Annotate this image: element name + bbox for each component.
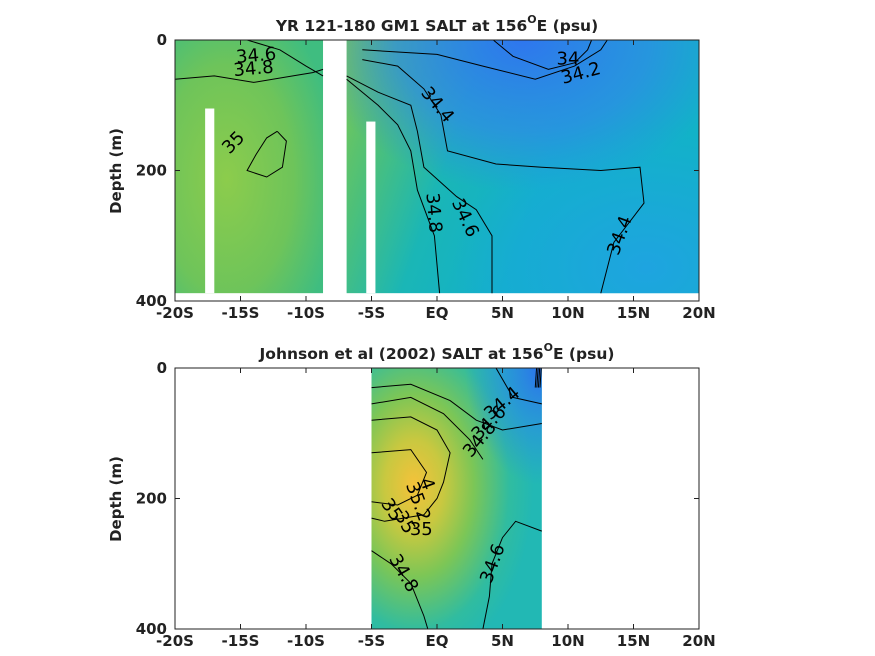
- x-tick-label: -15S: [222, 632, 260, 650]
- contour-line: [362, 39, 608, 80]
- y-tick-labels: 0 200 400: [136, 359, 699, 638]
- contour-line: [537, 367, 541, 388]
- contour-lines: [174, 39, 645, 294]
- chart-panel-bottom: Johnson et al (2002) SALT at 156OE (psu)…: [107, 341, 716, 650]
- x-tick-label: EQ: [426, 304, 449, 322]
- contour-label: 34.8: [233, 57, 275, 81]
- contour-line: [371, 550, 429, 630]
- y-tick-label: 400: [136, 620, 167, 638]
- x-tick-labels: -20S -15S -10S -5S EQ 5N 10N 15N 20N: [156, 368, 716, 650]
- contour-line: [536, 367, 539, 388]
- x-tick-label: -5S: [358, 304, 385, 322]
- contour-label: 35: [410, 519, 433, 540]
- field-shading: [371, 368, 542, 629]
- masked-strip: [366, 121, 376, 294]
- contour-line: [492, 39, 593, 70]
- contour-line: [346, 75, 493, 294]
- chart-title: YR 121-180 GM1 SALT at 156OE (psu): [275, 13, 598, 35]
- x-tick-label: 20N: [682, 632, 715, 650]
- y-axis-label: Depth (m): [107, 456, 125, 542]
- contour-line: [371, 396, 484, 460]
- contour-line: [371, 449, 428, 506]
- x-tick-label: 5N: [491, 304, 514, 322]
- x-tick-label: 10N: [551, 632, 584, 650]
- contour-lines: [371, 367, 542, 630]
- contour-line: [371, 383, 542, 431]
- contour-line: [539, 367, 542, 388]
- x-tick-label: -15S: [222, 304, 260, 322]
- contour-label: 34.8: [421, 192, 445, 234]
- salinity-field: [371, 368, 542, 629]
- contour-line: [362, 59, 645, 294]
- contour-line: [246, 130, 287, 178]
- x-tick-label: 10N: [551, 304, 584, 322]
- x-tick-label: -20S: [156, 304, 194, 322]
- y-tick-label: 200: [136, 162, 167, 180]
- x-tick-label: 20N: [682, 304, 715, 322]
- x-tick-label: -10S: [287, 304, 325, 322]
- chart-panel-top: YR 121-180 GM1 SALT at 156OE (psu) 34.63…: [107, 13, 716, 322]
- chart-title: Johnson et al (2002) SALT at 156OE (psu): [259, 341, 615, 363]
- x-tick-label: 5N: [491, 632, 514, 650]
- contour-line: [534, 367, 538, 388]
- y-tick-label: 200: [136, 490, 167, 508]
- contour-line: [246, 39, 324, 77]
- x-tick-label: -20S: [156, 632, 194, 650]
- y-tick-labels: 0 200 400: [136, 31, 699, 310]
- x-tick-label: -5S: [358, 632, 385, 650]
- contour-line: [495, 367, 542, 405]
- y-tick-label: 0: [157, 31, 167, 49]
- field-shading: [346, 40, 699, 294]
- contour-label: 34: [557, 49, 580, 70]
- contour-line: [482, 520, 542, 630]
- x-tick-label: EQ: [426, 632, 449, 650]
- x-tick-labels: -20S -15S -10S -5S EQ 5N 10N 15N 20N: [156, 40, 716, 322]
- contour-line: [371, 416, 451, 522]
- y-tick-label: 0: [157, 359, 167, 377]
- x-tick-label: -10S: [287, 632, 325, 650]
- y-tick-label: 400: [136, 292, 167, 310]
- x-tick-label: 15N: [617, 304, 650, 322]
- y-axis-label: Depth (m): [107, 128, 125, 214]
- masked-strip: [205, 108, 215, 294]
- salinity-field: [175, 40, 699, 294]
- x-tick-label: 15N: [617, 632, 650, 650]
- contour-label: 34.6: [235, 44, 277, 68]
- contour-line: [346, 78, 441, 294]
- contour-line: [174, 68, 324, 83]
